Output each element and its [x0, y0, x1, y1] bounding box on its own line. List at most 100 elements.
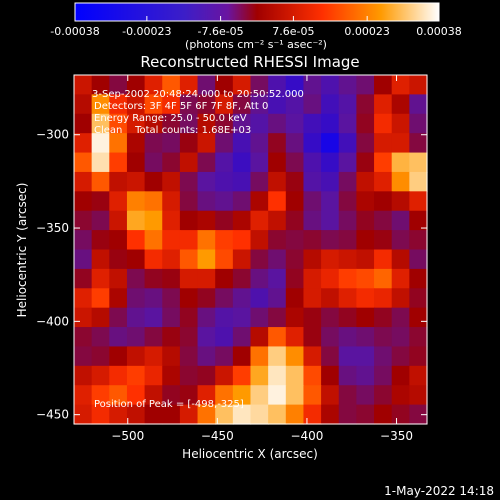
heatmap-cell: [91, 191, 110, 212]
heatmap-cell: [409, 230, 428, 251]
heatmap-cell: [197, 171, 216, 192]
colorbar-unit-label: (photons cm⁻² s⁻¹ asec⁻²): [185, 38, 327, 51]
heatmap-cell: [303, 327, 322, 348]
heatmap-cell: [215, 268, 234, 289]
heatmap-cell: [268, 152, 287, 173]
heatmap-cell: [374, 404, 393, 425]
heatmap-cell: [126, 385, 146, 406]
heatmap-cell: [374, 191, 393, 212]
y-tick-label: −300: [36, 128, 69, 142]
heatmap-cell: [338, 385, 357, 406]
heatmap-cell: [215, 133, 234, 154]
heatmap-cell: [391, 404, 410, 425]
heatmap-cell: [391, 133, 410, 154]
heatmap-cell: [250, 133, 269, 154]
heatmap-cell: [391, 75, 410, 95]
heatmap-cell: [409, 307, 428, 328]
heatmap-cell: [162, 171, 181, 192]
heatmap-cells: [74, 75, 428, 425]
heatmap-cell: [374, 230, 393, 251]
heatmap-cell: [356, 152, 375, 173]
heatmap-cell: [91, 133, 110, 154]
heatmap-cell: [179, 288, 199, 309]
heatmap-cell: [321, 113, 340, 134]
heatmap-cell: [179, 152, 199, 173]
heatmap-cell: [232, 288, 252, 309]
heatmap-cell: [250, 152, 269, 173]
heatmap-cell: [391, 94, 410, 115]
heatmap-cell: [144, 404, 163, 425]
heatmap-cell: [144, 346, 163, 367]
colorbar-tick-label: -0.00038: [50, 25, 99, 38]
heatmap-cell: [126, 191, 146, 212]
heatmap-cell: [179, 75, 199, 95]
heatmap-cell: [91, 346, 110, 367]
heatmap-cell: [409, 268, 428, 289]
heatmap-cell: [91, 171, 110, 192]
heatmap-cell: [144, 113, 163, 134]
footer-datetime: 1-May-2022 14:18: [384, 484, 494, 498]
heatmap-cell: [179, 191, 199, 212]
heatmap-cell: [374, 75, 393, 95]
heatmap-cell: [179, 94, 199, 115]
heatmap-cell: [197, 94, 216, 115]
heatmap-cell: [74, 268, 93, 289]
heatmap-cell: [74, 365, 93, 386]
heatmap-cell: [250, 249, 269, 270]
heatmap-cell: [74, 404, 93, 425]
heatmap-cell: [356, 365, 375, 386]
heatmap-cell: [391, 365, 410, 386]
heatmap-cell: [126, 113, 146, 134]
heatmap-cell: [409, 75, 428, 95]
heatmap-cell: [162, 133, 181, 154]
heatmap-cell: [338, 288, 357, 309]
heatmap-cell: [74, 171, 93, 192]
heatmap-cell: [74, 288, 93, 309]
heatmap-cell: [74, 327, 93, 348]
heatmap-cell: [321, 171, 340, 192]
heatmap-cell: [179, 249, 199, 270]
heatmap-cell: [74, 133, 93, 154]
heatmap-cell: [321, 404, 340, 425]
heatmap-cell: [391, 346, 410, 367]
heatmap-cell: [215, 288, 234, 309]
heatmap-cell: [250, 230, 269, 251]
heatmap-cell: [144, 365, 163, 386]
heatmap-cell: [91, 113, 110, 134]
heatmap-cell: [285, 75, 305, 95]
heatmap-cell: [338, 307, 357, 328]
x-tick-label: −350: [380, 429, 413, 443]
heatmap-cell: [197, 249, 216, 270]
heatmap-cell: [285, 113, 305, 134]
heatmap-cell: [321, 307, 340, 328]
heatmap-cell: [250, 404, 269, 425]
heatmap-cell: [338, 365, 357, 386]
heatmap-cell: [126, 210, 146, 231]
axis-ticks: −500 −450 −400 −350 −300 −350 −400 −450: [36, 75, 427, 443]
heatmap-cell: [250, 191, 269, 212]
heatmap-cell: [268, 307, 287, 328]
heatmap-cell: [409, 133, 428, 154]
heatmap-cell: [374, 171, 393, 192]
heatmap-cell: [179, 404, 199, 425]
heatmap-cell: [74, 152, 93, 173]
heatmap-cell: [391, 327, 410, 348]
heatmap-cell: [109, 327, 128, 348]
heatmap-cell: [303, 385, 322, 406]
heatmap-cell: [197, 365, 216, 386]
heatmap-cell: [409, 365, 428, 386]
heatmap-cell: [74, 191, 93, 212]
heatmap-cell: [109, 152, 128, 173]
heatmap-cell: [109, 133, 128, 154]
heatmap-cell: [356, 288, 375, 309]
heatmap-cell: [126, 75, 146, 95]
colorbar-tick-label: -7.6e-05: [197, 25, 243, 38]
heatmap-cell: [391, 113, 410, 134]
heatmap-cell: [109, 249, 128, 270]
heatmap-cell: [374, 307, 393, 328]
heatmap-cell: [356, 210, 375, 231]
heatmap-cell: [303, 171, 322, 192]
heatmap-cell: [356, 307, 375, 328]
heatmap-cell: [91, 404, 110, 425]
